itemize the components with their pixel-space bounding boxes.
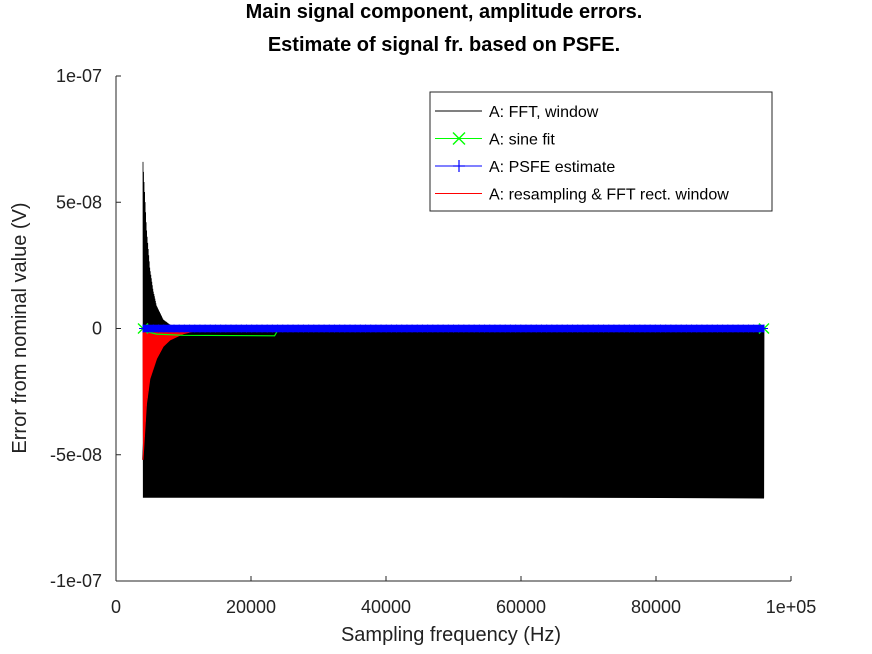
x-tick-label: 80000 — [631, 597, 681, 617]
legend-label: A: FFT, window — [489, 104, 599, 121]
y-axis-ticks: 1e-07 5e-08 0 -5e-08 -1e-07 — [50, 66, 121, 591]
legend-item: A: PSFE estimate — [435, 159, 615, 176]
y-tick-label: -5e-08 — [50, 445, 102, 465]
legend-label: A: sine fit — [489, 132, 555, 149]
plot-area — [137, 161, 770, 499]
y-tick-label: 5e-08 — [56, 192, 102, 212]
legend-label: A: PSFE estimate — [489, 159, 615, 176]
legend-marker-x — [452, 132, 466, 145]
legend: A: FFT, window A: sine fit A: PSFE estimat… — [429, 91, 773, 212]
y-tick-label: 0 — [92, 319, 102, 339]
x-tick-label: 0 — [111, 597, 121, 617]
x-tick-label: 60000 — [496, 597, 546, 617]
psfe-estimate-marker — [760, 324, 768, 333]
x-axis-ticks: 0 20000 40000 60000 80000 1e+05 — [111, 576, 816, 617]
legend-marker-plus — [453, 160, 465, 172]
x-tick-label: 1e+05 — [766, 597, 817, 617]
chart-title-line-2: Estimate of signal fr. based on PSFE. — [268, 34, 620, 56]
y-axis-label: Error from nominal value (V) — [9, 202, 31, 453]
x-tick-label: 40000 — [361, 597, 411, 617]
y-tick-label: -1e-07 — [50, 571, 102, 591]
legend-item: A: sine fit — [435, 132, 555, 149]
series-psfe-estimate — [139, 324, 768, 333]
chart-title-line-1: Main signal component, amplitude errors. — [246, 1, 643, 23]
x-axis-label: Sampling frequency (Hz) — [341, 624, 561, 646]
legend-label: A: resampling & FFT rect. window — [489, 187, 729, 204]
legend-item: A: FFT, window — [435, 104, 599, 121]
x-tick-label: 20000 — [226, 597, 276, 617]
legend-item: A: resampling & FFT rect. window — [435, 187, 729, 204]
y-tick-label: 1e-07 — [56, 66, 102, 86]
legend-box — [429, 91, 773, 212]
